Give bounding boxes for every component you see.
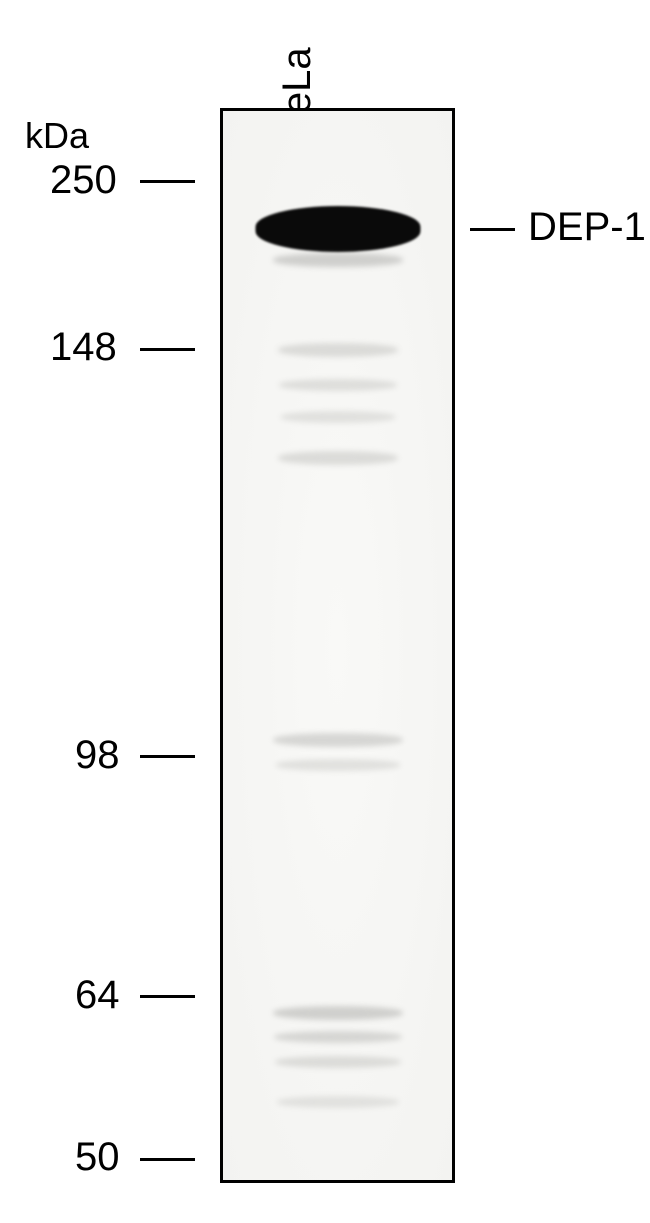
marker-label: 50 bbox=[75, 1135, 120, 1180]
blot-band bbox=[275, 1056, 401, 1068]
marker-tick bbox=[140, 995, 195, 998]
marker-tick bbox=[140, 1158, 195, 1161]
blot-band bbox=[280, 411, 395, 423]
marker-label: 250 bbox=[50, 158, 117, 203]
kda-unit-label: kDa bbox=[25, 115, 89, 157]
blot-band bbox=[275, 759, 400, 771]
blot-band bbox=[278, 343, 398, 357]
blot-lane bbox=[220, 108, 455, 1183]
blot-band bbox=[274, 1031, 402, 1043]
blot-band bbox=[273, 733, 403, 747]
marker-tick bbox=[140, 755, 195, 758]
blot-band bbox=[278, 451, 398, 465]
blot-band bbox=[277, 1096, 399, 1108]
marker-label: 148 bbox=[50, 325, 117, 370]
band-annotation-label: DEP-1 bbox=[528, 205, 646, 250]
marker-tick bbox=[140, 348, 195, 351]
blot-band bbox=[273, 1006, 403, 1020]
marker-label: 98 bbox=[75, 733, 120, 778]
blot-band bbox=[255, 206, 420, 252]
band-annotation-tick bbox=[470, 228, 515, 231]
marker-label: 64 bbox=[75, 973, 120, 1018]
blot-band bbox=[279, 379, 397, 391]
blot-band bbox=[273, 253, 403, 267]
marker-tick bbox=[140, 180, 195, 183]
